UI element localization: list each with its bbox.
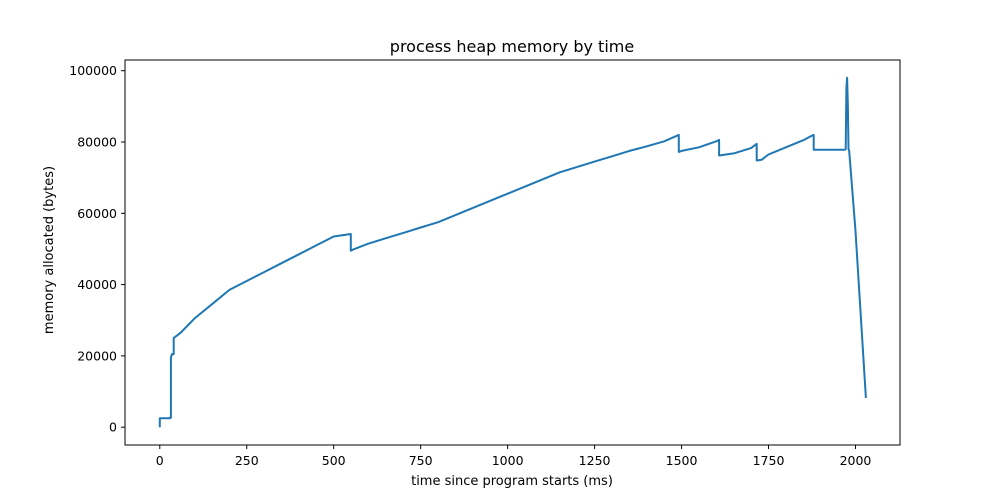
x-tick-label: 500 <box>322 453 346 468</box>
series-line-heap-memory <box>158 76 867 428</box>
y-axis: 0 20000 40000 60000 80000 100000 <box>69 63 125 435</box>
y-tick-label: 20000 <box>77 348 117 363</box>
x-tick-label: 2000 <box>840 453 872 468</box>
x-tick-label: 1000 <box>492 453 524 468</box>
plot-area <box>124 59 901 446</box>
x-tick-label: 1750 <box>753 453 785 468</box>
plot-frame <box>124 59 901 446</box>
x-tick-label: 750 <box>409 453 433 468</box>
y-tick-label: 60000 <box>77 206 117 221</box>
y-tick-label: 0 <box>109 420 117 435</box>
y-tick-label: 100000 <box>69 63 117 78</box>
y-tick-label: 80000 <box>77 134 117 149</box>
y-axis-label: memory allocated (bytes) <box>42 166 57 334</box>
y-tick-label: 40000 <box>77 277 117 292</box>
x-tick-label: 250 <box>235 453 259 468</box>
x-tick-label: 0 <box>156 453 164 468</box>
chart-title: process heap memory by time <box>390 37 634 56</box>
x-axis: 0 250 500 750 1000 1250 1500 1750 2000 <box>156 445 872 468</box>
x-axis-label: time since program starts (ms) <box>411 474 613 489</box>
x-tick-label: 1500 <box>666 453 698 468</box>
x-tick-label: 1250 <box>579 453 611 468</box>
